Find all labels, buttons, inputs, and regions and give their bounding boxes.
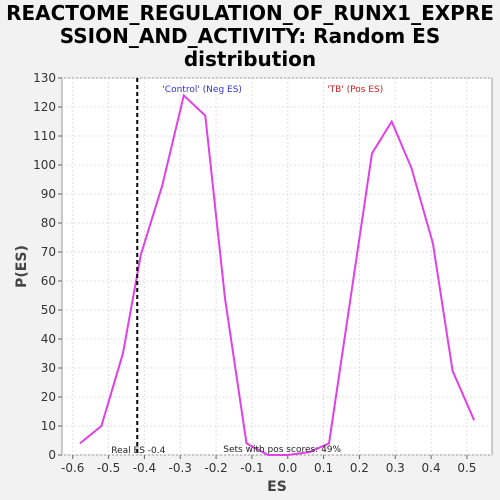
x-axis-title: ES bbox=[267, 479, 287, 495]
real-es-label: Real ES -0.4 bbox=[111, 446, 165, 456]
chart-title: REACTOME_REGULATION_OF_RUNX1_EXPRE SSION… bbox=[0, 2, 500, 71]
y-tick-label: 100 bbox=[33, 158, 56, 172]
x-tick-label: 0.3 bbox=[386, 461, 405, 475]
x-tick-label: 0.0 bbox=[278, 461, 297, 475]
y-tick-label: 10 bbox=[41, 419, 56, 433]
y-tick-label: 60 bbox=[41, 274, 56, 288]
y-tick-label: 110 bbox=[33, 129, 56, 143]
es-series-line bbox=[79, 93, 476, 456]
neg-es-label: 'Control' (Neg ES) bbox=[162, 85, 242, 95]
y-tick-label: 40 bbox=[41, 332, 56, 346]
x-tick-label: -0.6 bbox=[61, 461, 84, 475]
chart-title-line-1: REACTOME_REGULATION_OF_RUNX1_EXPRE bbox=[6, 1, 494, 25]
pos-scores-label: Sets with pos scores: 49% bbox=[223, 445, 341, 455]
x-tick-label: 0.1 bbox=[314, 461, 333, 475]
x-tick-label: 0.5 bbox=[457, 461, 476, 475]
y-tick-label: 130 bbox=[33, 71, 56, 85]
y-tick-label: 30 bbox=[41, 361, 56, 375]
plot-area bbox=[61, 77, 493, 456]
y-axis-title: P(ES) bbox=[14, 245, 30, 288]
y-tick-label: 50 bbox=[41, 303, 56, 317]
x-tick-label: -0.1 bbox=[240, 461, 263, 475]
chart-title-line-2: SSION_AND_ACTIVITY: Random ES bbox=[59, 24, 441, 48]
pos-es-label: 'TB' (Pos ES) bbox=[327, 85, 383, 95]
y-tick-label: 120 bbox=[33, 100, 56, 114]
x-tick-label: -0.4 bbox=[133, 461, 156, 475]
x-tick-label: 0.2 bbox=[350, 461, 369, 475]
y-tick-label: 20 bbox=[41, 390, 56, 404]
chart-title-line-3: distribution bbox=[183, 47, 317, 71]
x-tick-label: -0.3 bbox=[169, 461, 192, 475]
y-tick-label: 0 bbox=[48, 448, 56, 462]
x-tick-label: 0.4 bbox=[422, 461, 441, 475]
y-tick-label: 80 bbox=[41, 216, 56, 230]
x-tick-label: -0.2 bbox=[204, 461, 227, 475]
x-tick-label: -0.5 bbox=[97, 461, 120, 475]
y-axis-ticks: 0 10 20 30 40 50 60 70 80 90 100 110 120 130 bbox=[33, 71, 62, 462]
y-tick-label: 90 bbox=[41, 187, 56, 201]
grid-lines bbox=[62, 77, 492, 456]
y-tick-label: 70 bbox=[41, 245, 56, 259]
x-axis-ticks: -0.6 -0.5 -0.4 -0.3 -0.2 -0.1 0.0 0.1 0.2 0.3 0.4 0… bbox=[61, 455, 476, 475]
